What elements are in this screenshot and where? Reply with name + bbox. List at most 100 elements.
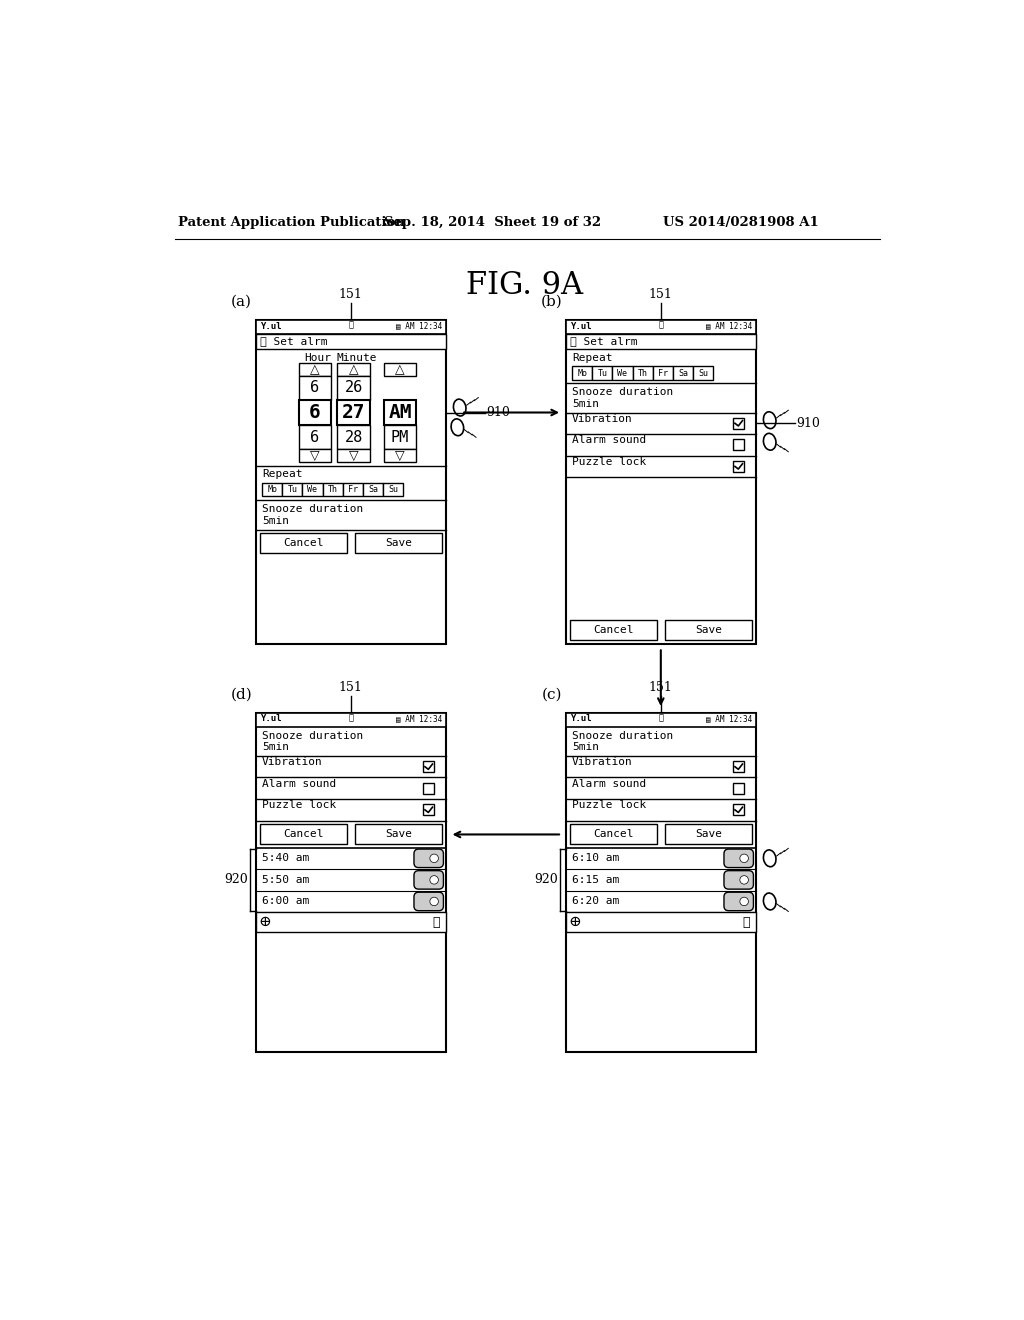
Text: 920: 920 [535,874,558,887]
Text: 151: 151 [649,288,673,301]
Text: 5min: 5min [262,516,289,525]
Text: Puzzle lock: Puzzle lock [572,800,646,810]
Text: Mo: Mo [578,368,587,378]
Text: Y.ul: Y.ul [260,322,282,330]
Text: Alarm sound: Alarm sound [262,779,336,788]
Text: Th: Th [638,368,647,378]
Text: Y.ul: Y.ul [260,714,282,723]
Bar [384,400,417,425]
Text: △: △ [395,363,404,376]
Text: ▤ AM 12:34: ▤ AM 12:34 [706,322,752,330]
Text: Puzzle lock: Puzzle lock [572,457,646,467]
Bar [633,367,652,380]
Text: ✉: ✉ [658,322,664,330]
Text: 27: 27 [342,403,366,422]
Text: Mo: Mo [267,484,278,494]
Text: 6: 6 [310,429,319,445]
Text: ▽: ▽ [310,449,319,462]
Text: ⊕: ⊕ [259,915,271,929]
Text: Save: Save [385,539,412,548]
Text: (a): (a) [231,294,252,309]
Text: 920: 920 [224,874,248,887]
Bar [569,825,657,845]
Text: △: △ [349,363,358,376]
Text: Su: Su [388,484,398,494]
Text: ⏰ Set alrm: ⏰ Set alrm [260,337,328,346]
Text: ▤ AM 12:34: ▤ AM 12:34 [706,714,752,723]
Bar [566,713,756,1052]
Bar [283,483,302,496]
Bar [256,321,445,334]
Text: US 2014/0281908 A1: US 2014/0281908 A1 [663,216,818,230]
FancyBboxPatch shape [414,871,443,890]
Text: 6:20 am: 6:20 am [572,896,620,907]
Bar [652,367,673,380]
Bar [733,762,744,772]
Text: Snooze duration: Snooze duration [262,730,364,741]
Text: Vibration: Vibration [572,758,633,767]
Bar [384,425,417,449]
Text: Alarm sound: Alarm sound [572,436,646,445]
Text: ▽: ▽ [349,449,358,462]
Text: We: We [307,484,317,494]
Text: 6: 6 [310,380,319,396]
Text: Cancel: Cancel [283,829,324,840]
Bar [566,912,756,932]
Text: Su: Su [698,368,708,378]
Text: Tu: Tu [597,368,607,378]
Text: Sa: Sa [678,368,688,378]
Bar [566,713,756,726]
Text: 28: 28 [344,429,362,445]
Text: 5min: 5min [572,399,599,409]
Text: Th: Th [328,484,338,494]
Circle shape [430,854,438,862]
Bar [260,825,347,845]
Text: Sa: Sa [368,484,378,494]
Text: (b): (b) [541,294,562,309]
Bar [256,912,445,932]
Bar [733,804,744,816]
Bar [733,418,744,429]
Text: Fr: Fr [348,484,357,494]
Bar [256,713,445,726]
Text: Alarm sound: Alarm sound [572,779,646,788]
Bar [337,425,370,449]
FancyBboxPatch shape [414,892,443,911]
Text: ▽: ▽ [395,449,404,462]
Text: 5:50 am: 5:50 am [262,875,309,884]
Text: 5:40 am: 5:40 am [262,853,309,863]
Text: Repeat: Repeat [262,470,302,479]
Bar [299,449,331,462]
Bar [337,376,370,400]
Bar [693,367,713,380]
Bar [323,483,343,496]
Text: 6: 6 [309,403,321,422]
Bar [260,533,347,553]
Text: AM: AM [388,403,412,422]
FancyBboxPatch shape [414,849,443,867]
Text: 910: 910 [796,417,820,430]
Text: ✉: ✉ [348,322,353,330]
Bar [337,449,370,462]
Bar [354,825,442,845]
Text: 151: 151 [339,681,362,693]
Text: Sep. 18, 2014  Sheet 19 of 32: Sep. 18, 2014 Sheet 19 of 32 [384,216,601,230]
Text: 26: 26 [344,380,362,396]
Bar [299,400,331,425]
Text: ⏰ Set alrm: ⏰ Set alrm [569,337,637,346]
Bar [566,321,756,334]
Circle shape [740,854,749,862]
Text: ⎙: ⎙ [433,916,440,929]
Text: ✉: ✉ [348,714,353,722]
Text: Patent Application Publication: Patent Application Publication [178,216,406,230]
Text: 6:10 am: 6:10 am [572,853,620,863]
Bar [612,367,633,380]
Bar [673,367,693,380]
Bar [423,783,434,793]
Text: Save: Save [694,829,722,840]
Text: 910: 910 [486,407,510,418]
Bar [566,334,756,350]
Text: 151: 151 [339,288,362,301]
Text: Save: Save [385,829,412,840]
Bar [354,533,442,553]
